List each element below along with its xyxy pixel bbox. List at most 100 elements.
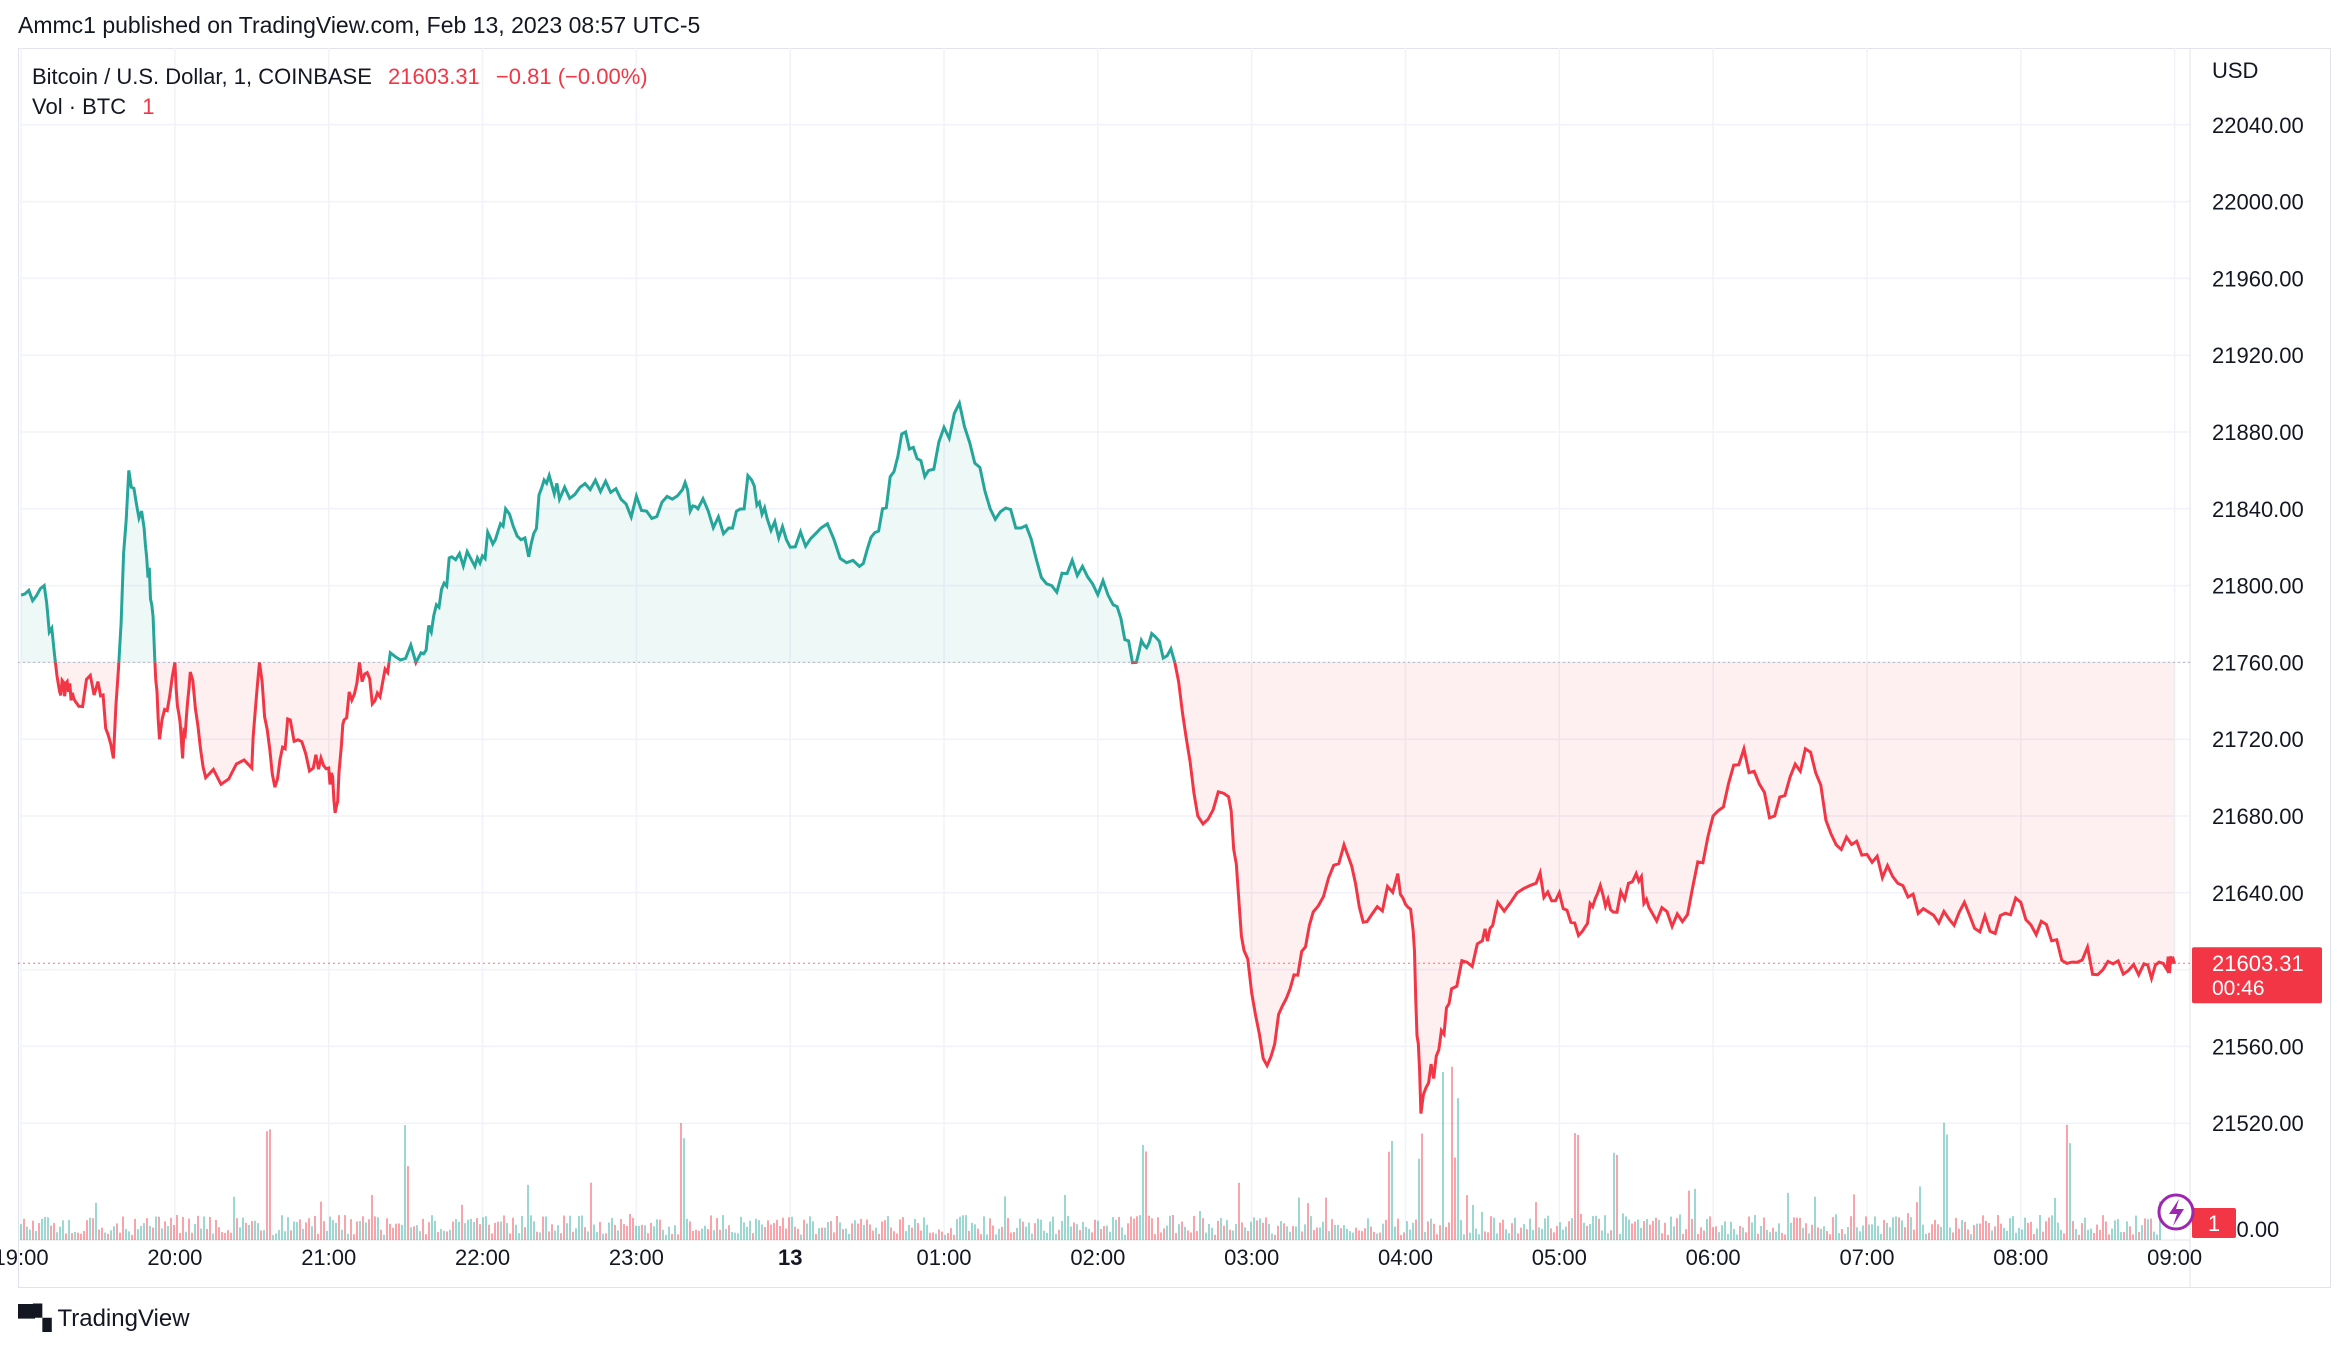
volume-bar	[743, 1222, 745, 1240]
volume-bar	[2096, 1224, 2098, 1240]
volume-bar	[845, 1228, 847, 1240]
volume-bar	[425, 1234, 427, 1240]
volume-bar	[818, 1228, 820, 1240]
volume-bar	[1454, 1157, 1456, 1240]
volume-bar	[1325, 1197, 1327, 1240]
volume-bar	[773, 1222, 775, 1240]
volume-bar	[1973, 1225, 1975, 1240]
volume-bar	[20, 1224, 22, 1240]
volume-bar	[1160, 1232, 1162, 1240]
volume-bar	[1667, 1234, 1669, 1240]
volume-bar	[812, 1221, 814, 1240]
volume-bar	[710, 1215, 712, 1240]
volume-bar	[1709, 1216, 1711, 1240]
volume-bar	[956, 1218, 958, 1240]
volume-bar	[1484, 1231, 1486, 1240]
volume-bar	[308, 1218, 310, 1240]
volume-bar	[1193, 1216, 1195, 1240]
volume-bar	[1166, 1225, 1168, 1240]
volume-bar	[1901, 1220, 1903, 1240]
volume-bar	[461, 1204, 463, 1240]
volume-bar	[1895, 1216, 1897, 1240]
volume-bar	[344, 1215, 346, 1240]
volume-bar	[29, 1229, 31, 1240]
volume-bar	[1883, 1220, 1885, 1240]
volume-bar	[200, 1228, 202, 1240]
volume-bar	[977, 1228, 979, 1240]
volume-bar	[638, 1226, 640, 1240]
volume-bar	[47, 1217, 49, 1240]
x-tick-label: 08:00	[1993, 1245, 2048, 1270]
volume-bar	[1223, 1225, 1225, 1240]
volume-bar	[155, 1216, 157, 1240]
volume-bar	[1424, 1232, 1426, 1240]
volume-bar	[479, 1224, 481, 1240]
volume-bar	[1871, 1224, 1873, 1240]
volume-bar	[1322, 1221, 1324, 1240]
tradingview-logo[interactable]: ▀▚ TradingView	[18, 1304, 190, 1333]
volume-bar	[893, 1231, 895, 1240]
x-tick-label: 06:00	[1686, 1245, 1741, 1270]
x-tick-label: 04:00	[1378, 1245, 1433, 1270]
volume-bar	[875, 1227, 877, 1240]
volume-bar	[1751, 1222, 1753, 1240]
volume-bar	[1529, 1218, 1531, 1240]
volume-bar	[1952, 1232, 1954, 1240]
volume-bar	[1502, 1219, 1504, 1240]
volume-bar	[1178, 1224, 1180, 1240]
x-tick-label: 20:00	[147, 1245, 202, 1270]
volume-bar	[1391, 1140, 1393, 1240]
volume-bar	[1721, 1225, 1723, 1240]
volume-bar	[647, 1233, 649, 1240]
volume-bar	[314, 1215, 316, 1240]
volume-bar	[1289, 1231, 1291, 1240]
volume-bar	[1619, 1234, 1621, 1240]
volume-bar	[500, 1221, 502, 1240]
volume-bar	[1409, 1229, 1411, 1240]
volume-bar	[1046, 1232, 1048, 1240]
volume-bar	[929, 1232, 931, 1240]
volume-bar	[1655, 1217, 1657, 1240]
volume-bar	[608, 1222, 610, 1240]
volume-bar	[1442, 1071, 1444, 1240]
volume-bar	[422, 1218, 424, 1240]
volume-bar	[119, 1232, 121, 1240]
volume-bar	[107, 1233, 109, 1240]
volume-bar	[1262, 1222, 1264, 1240]
price-line-down	[53, 662, 2177, 1114]
volume-bar	[1478, 1234, 1480, 1240]
volume-bar	[431, 1215, 433, 1240]
volume-bar	[713, 1230, 715, 1240]
volume-bar	[2033, 1234, 2035, 1240]
volume-bar	[1415, 1219, 1417, 1240]
volume-bar	[137, 1229, 139, 1240]
volume-bar	[1631, 1223, 1633, 1240]
volume-bar	[1397, 1218, 1399, 1240]
volume-bar	[497, 1221, 499, 1240]
volume-bar	[1304, 1224, 1306, 1240]
volume-bar	[2075, 1229, 2077, 1240]
volume-bar	[1625, 1216, 1627, 1240]
volume-bar	[1175, 1232, 1177, 1240]
y-tick-label: 21840.00	[2212, 497, 2304, 522]
volume-badge-value: 1	[2208, 1211, 2220, 1236]
volume-bar	[311, 1226, 313, 1240]
volume-legend[interactable]: Vol · BTC 1	[32, 94, 155, 120]
volume-bar	[1115, 1219, 1117, 1240]
volume-bar	[779, 1226, 781, 1240]
volume-bar	[1274, 1234, 1276, 1240]
volume-bar	[1583, 1222, 1585, 1240]
volume-bar	[1157, 1217, 1159, 1240]
currency-label[interactable]: USD	[2212, 58, 2259, 83]
symbol-legend[interactable]: Bitcoin / U.S. Dollar, 1, COINBASE 21603…	[32, 64, 648, 90]
volume-bar	[206, 1228, 208, 1240]
price-line-up	[20, 398, 1177, 663]
volume-bar	[1562, 1229, 1564, 1240]
volume-bar	[2063, 1233, 2065, 1240]
volume-bar	[2030, 1221, 2032, 1240]
volume-bar	[1859, 1231, 1861, 1240]
volume-bar	[1124, 1234, 1126, 1240]
volume-bar	[557, 1225, 559, 1240]
volume-bar	[509, 1233, 511, 1240]
